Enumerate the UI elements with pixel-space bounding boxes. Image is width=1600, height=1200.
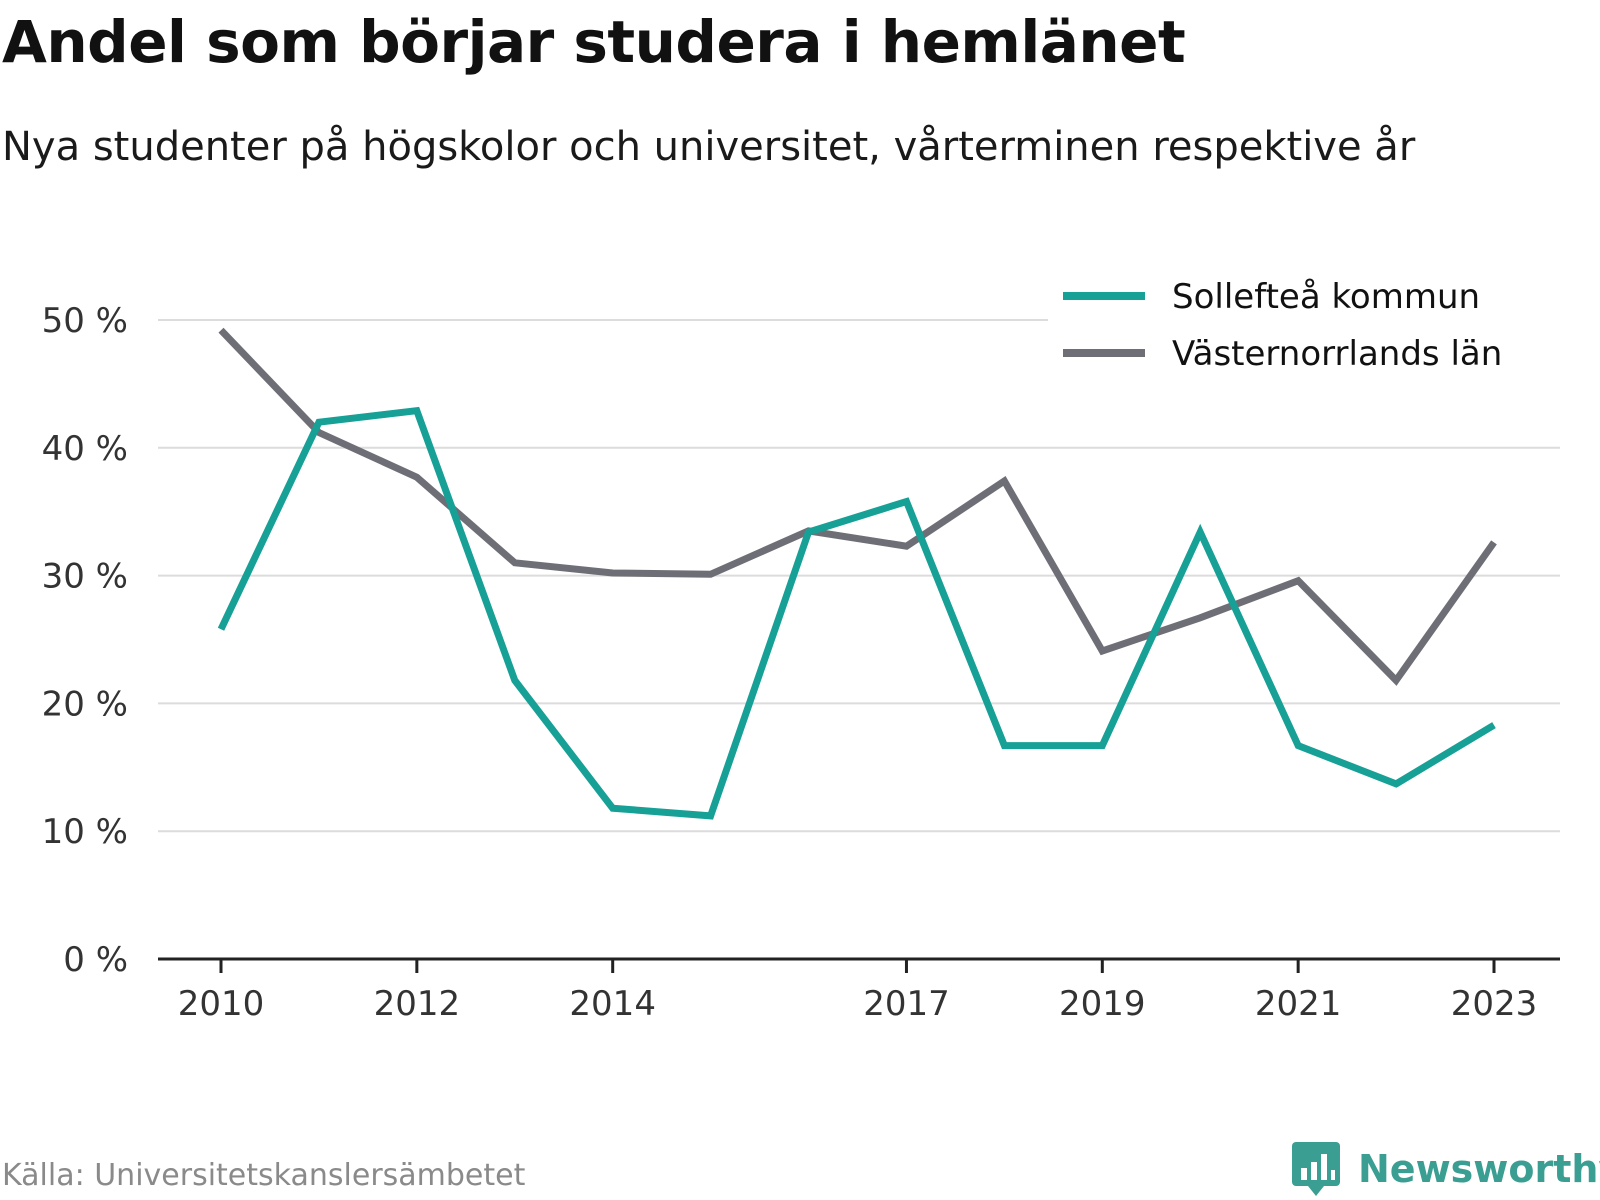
series-line-0	[217, 406, 1496, 820]
y-tick-label: 0 %	[63, 940, 128, 980]
x-tick-label: 2019	[1059, 984, 1146, 1024]
y-tick-label: 20 %	[42, 684, 128, 724]
x-tick-label: 2012	[374, 984, 461, 1024]
brand-name: Newsworthy	[1358, 1147, 1600, 1191]
x-tick-label: 2021	[1255, 984, 1342, 1024]
source-note: Källa: Universitetskanslersämbetet	[2, 1158, 526, 1193]
legend-background	[1048, 272, 1560, 382]
x-tick-label: 2017	[863, 984, 950, 1024]
y-tick-label: 10 %	[42, 812, 128, 852]
x-tick-label: 2023	[1451, 984, 1538, 1024]
series-line-1	[218, 327, 1497, 686]
y-tick-label: 50 %	[42, 301, 128, 341]
x-tick-label: 2014	[569, 984, 656, 1024]
legend-label: Sollefteå kommun	[1172, 277, 1480, 317]
x-tick-label: 2010	[178, 984, 265, 1024]
bar-chart-speech-bubble-icon	[1292, 1142, 1340, 1196]
brand-logo: Newsworthy	[1290, 1140, 1600, 1198]
y-tick-label: 40 %	[42, 429, 128, 469]
y-tick-label: 30 %	[42, 557, 128, 597]
legend-label: Västernorrlands län	[1172, 334, 1502, 374]
chart-title: Andel som börjar studera i hemlänet	[2, 8, 1186, 76]
chart-subtitle: Nya studenter på högskolor och universit…	[2, 124, 1416, 170]
